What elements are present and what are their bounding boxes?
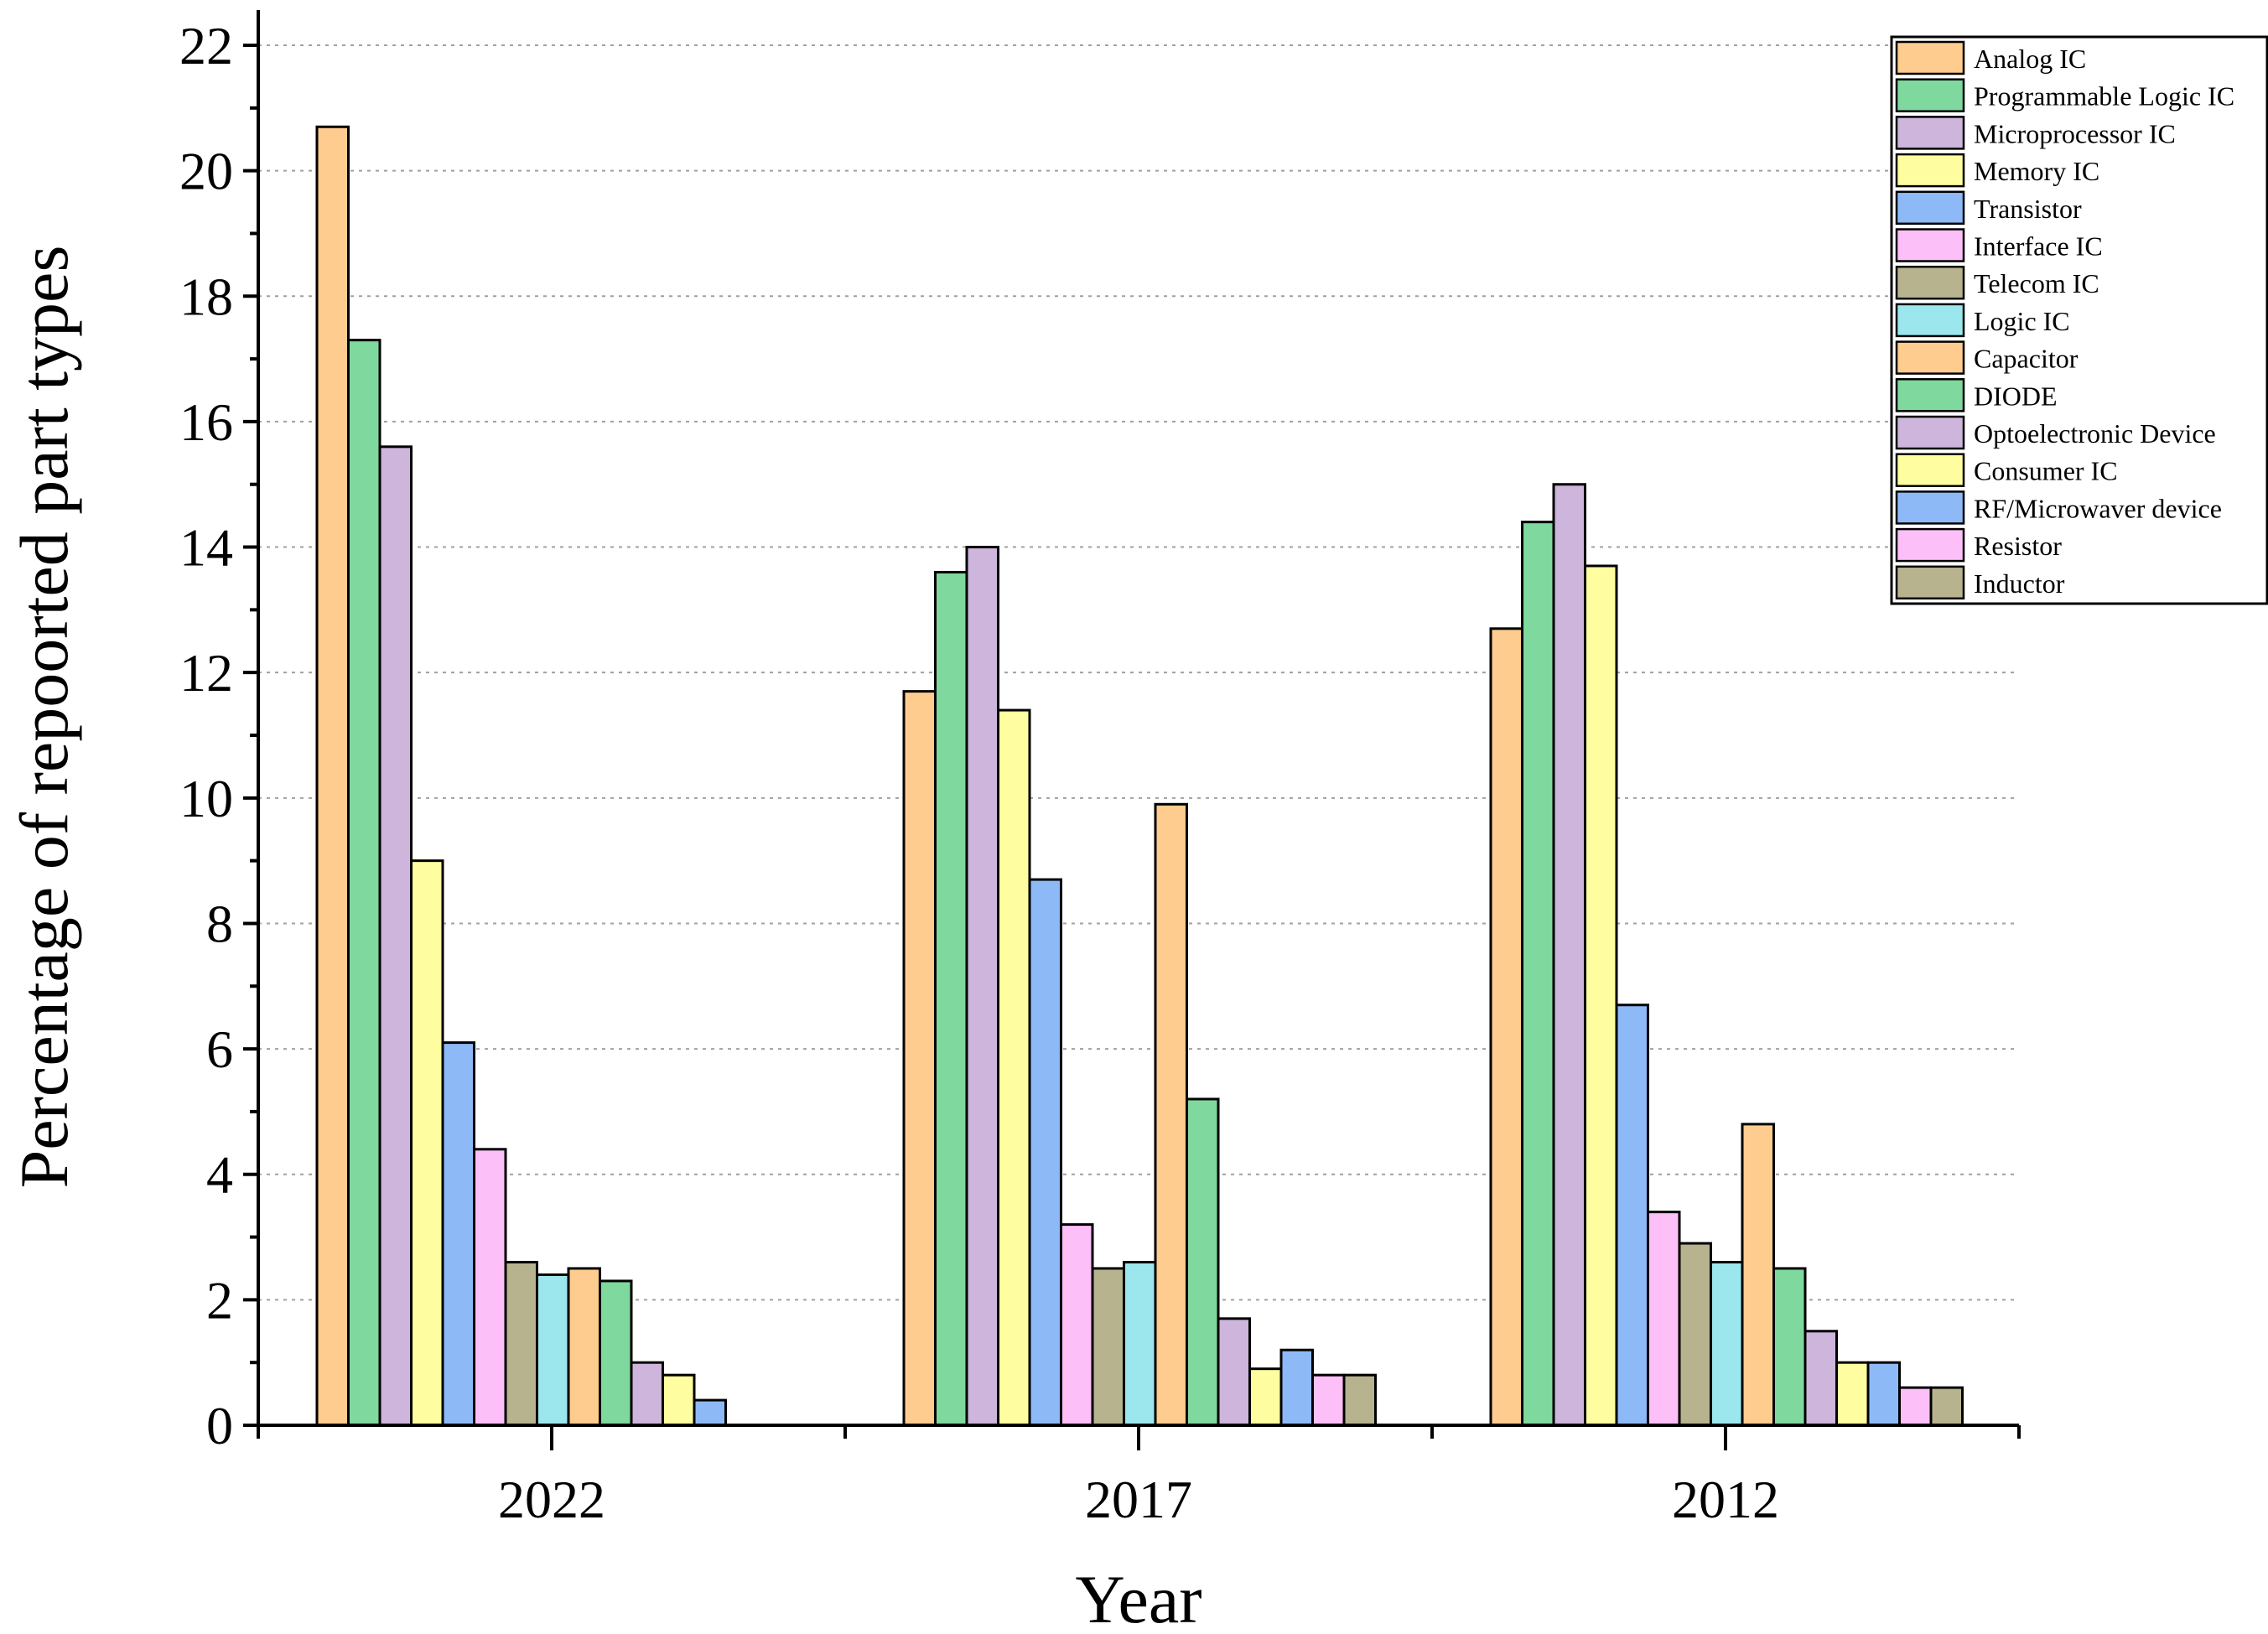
bar (1552, 483, 1586, 1427)
bar (504, 1260, 538, 1427)
y-tick-label: 2 (206, 1270, 233, 1330)
legend-label: Inductor (1974, 568, 2065, 599)
legend-label: Capacitor (1974, 344, 2079, 374)
bar (1248, 1367, 1283, 1427)
legend-swatch (1895, 565, 1965, 600)
bar (347, 339, 381, 1427)
bar (965, 546, 999, 1427)
bar (1678, 1242, 1712, 1427)
bar (630, 1361, 664, 1427)
y-tick-label: 6 (206, 1019, 233, 1079)
y-tick-label: 14 (179, 518, 233, 578)
legend-swatch (1895, 453, 1965, 487)
legend-swatch (1895, 78, 1965, 112)
bar (1091, 1267, 1125, 1427)
bar (567, 1267, 601, 1427)
x-axis-title: Year (1075, 1561, 1201, 1634)
y-tick-label: 8 (206, 894, 233, 953)
x-tick-label: 2022 (498, 1470, 605, 1529)
legend-label: Microprocessor IC (1974, 118, 2176, 148)
legend-label: Interface IC (1974, 231, 2103, 262)
y-tick-label: 0 (206, 1396, 233, 1455)
legend-label: Logic IC (1974, 306, 2070, 336)
legend-swatch (1895, 490, 1965, 525)
legend-label: Analog IC (1974, 44, 2086, 74)
legend-swatch (1895, 116, 1965, 150)
bar (441, 1041, 475, 1427)
legend-swatch (1895, 340, 1965, 375)
bar (997, 708, 1031, 1427)
grid-lines (258, 44, 2019, 1301)
y-tick-label: 4 (206, 1145, 233, 1205)
legend-swatch (1895, 415, 1965, 450)
bar (1123, 1260, 1157, 1427)
legend-label: Optoelectronic Device (1974, 418, 2216, 449)
y-tick-label: 22 (179, 16, 233, 75)
bar (934, 570, 968, 1427)
y-axis-title: Percentage of repoorted part types (6, 246, 82, 1189)
legend-label: Resistor (1974, 531, 2062, 561)
bar (1804, 1330, 1838, 1427)
bar (1929, 1386, 1964, 1427)
y-tick-label: 12 (179, 643, 233, 703)
legend-swatch (1895, 190, 1965, 226)
x-ticks: 2022 2017 2012 (257, 1425, 2021, 1529)
bar (473, 1148, 507, 1427)
bar (1279, 1348, 1314, 1427)
bar (599, 1279, 633, 1427)
bar (315, 125, 350, 1427)
legend-label: Programmable Logic IC (1974, 81, 2234, 112)
bar (378, 445, 413, 1427)
bar (1060, 1223, 1094, 1427)
bar (1615, 1004, 1649, 1427)
legend-swatch (1895, 303, 1965, 338)
bar (1835, 1361, 1870, 1427)
bar (1521, 521, 1555, 1427)
x-tick-label: 2017 (1085, 1470, 1192, 1529)
bar (1217, 1317, 1251, 1427)
legend-swatch (1895, 153, 1965, 188)
x-tick-label: 2012 (1672, 1470, 1779, 1529)
y-tick-label: 16 (179, 392, 233, 452)
bar (1311, 1373, 1346, 1427)
y-ticks: 0 2 4 6 8 10 12 14 16 18 20 22 (179, 16, 258, 1455)
y-tick-label: 20 (179, 142, 233, 201)
y-tick-label: 10 (179, 769, 233, 828)
bar (1772, 1267, 1807, 1427)
legend-swatch (1895, 265, 1965, 300)
legend-label: Consumer IC (1974, 456, 2118, 486)
bar (1489, 627, 1523, 1427)
bars (315, 125, 1964, 1427)
bar (1342, 1373, 1377, 1427)
bar (1898, 1386, 1933, 1427)
legend-swatch (1895, 40, 1965, 75)
bar (1028, 878, 1062, 1427)
bar (410, 859, 444, 1427)
legend-label: RF/Microwaver device (1974, 493, 2222, 523)
legend-label: Telecom IC (1974, 268, 2099, 298)
bar (1186, 1097, 1220, 1427)
bar (1154, 802, 1188, 1427)
bar (1741, 1123, 1775, 1427)
legend-swatch (1895, 228, 1965, 262)
bar (662, 1373, 696, 1427)
bar (1710, 1260, 1744, 1427)
legend-label: Transistor (1974, 194, 2082, 224)
y-tick-label: 18 (179, 267, 233, 326)
legend: Analog IC Programmable Logic IC Microproce… (1890, 35, 2268, 605)
bar (902, 690, 937, 1427)
bar (536, 1273, 570, 1427)
legend-swatch (1895, 378, 1965, 412)
bar (1647, 1211, 1681, 1427)
legend-swatch (1895, 527, 1965, 563)
legend-label: Memory IC (1974, 156, 2099, 186)
legend-label: DIODE (1974, 381, 2058, 411)
bar (1866, 1361, 1901, 1427)
bar (693, 1398, 727, 1427)
bar (1584, 564, 1618, 1427)
